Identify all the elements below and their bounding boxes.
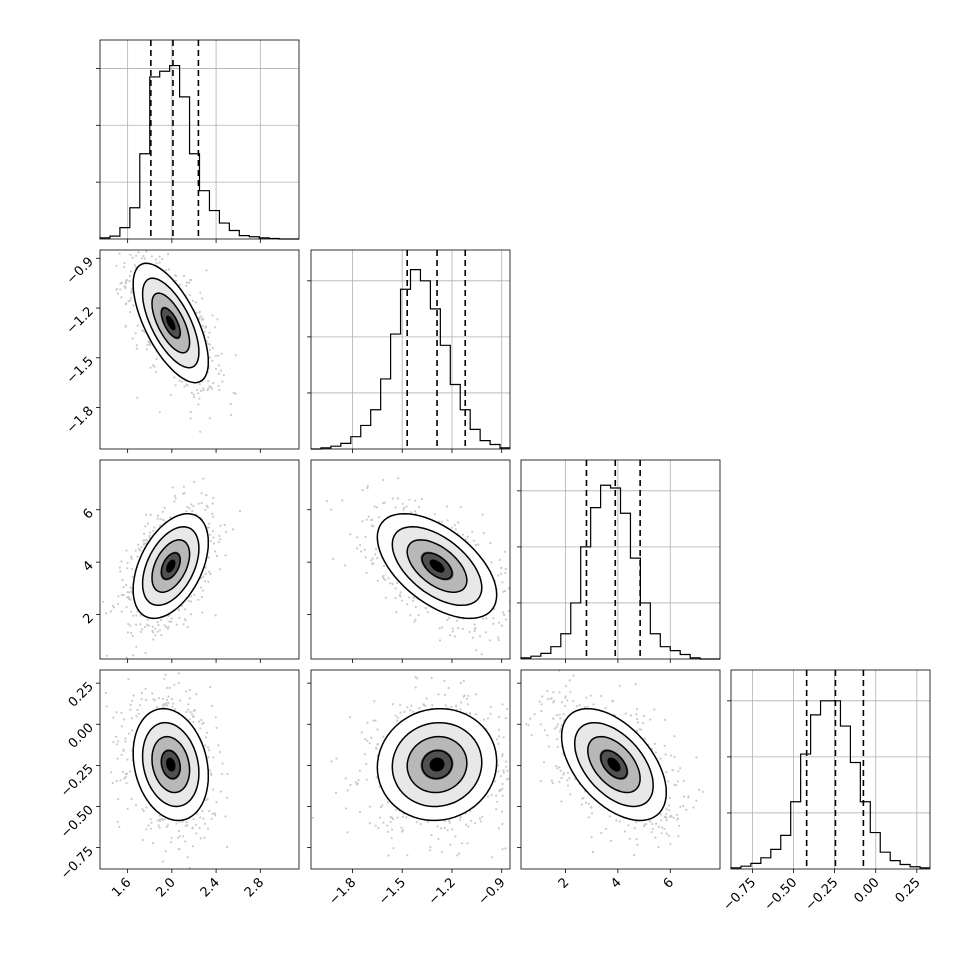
hist-panel-1 bbox=[307, 249, 511, 453]
panel-content bbox=[325, 477, 510, 656]
x-tick-label: 4 bbox=[608, 875, 624, 891]
contour-line bbox=[587, 735, 641, 794]
contour-line bbox=[151, 539, 191, 593]
axes-frame bbox=[730, 669, 931, 870]
y-tick-label: 0.00 bbox=[66, 720, 97, 751]
scatter-panel-2-1 bbox=[307, 459, 511, 663]
contour-line bbox=[600, 749, 628, 780]
hist-bg bbox=[100, 40, 299, 239]
y-tick-label: 6 bbox=[80, 506, 96, 522]
x-tick-label: 2 bbox=[556, 875, 572, 891]
axes-frame bbox=[520, 669, 721, 870]
x-tick-label: −0.9 bbox=[476, 875, 509, 908]
panel-content bbox=[115, 250, 237, 433]
axes-frame bbox=[520, 459, 721, 660]
contour-line bbox=[160, 749, 181, 780]
density-fill bbox=[166, 559, 176, 573]
panel-content bbox=[312, 676, 510, 859]
histogram-step bbox=[311, 269, 510, 450]
axes-frame bbox=[310, 459, 511, 660]
panel-content bbox=[521, 670, 705, 856]
x-tick-label: −0.75 bbox=[720, 875, 759, 914]
contour-line bbox=[391, 721, 483, 808]
scatter-panel-3-0: 1.6 2.0 2.4 2.8 −0.75−0.50−0.25 0.00 0.25 bbox=[58, 669, 300, 900]
density-fill bbox=[429, 757, 445, 772]
contour-line bbox=[151, 735, 191, 794]
contour-line bbox=[132, 707, 210, 822]
contour-line bbox=[560, 707, 668, 822]
contour-line bbox=[141, 721, 200, 808]
density-fill bbox=[166, 315, 176, 331]
contour-line bbox=[573, 721, 654, 808]
contour-line bbox=[421, 552, 453, 580]
x-tick-label: 6 bbox=[661, 875, 677, 891]
y-tick-label: 2 bbox=[80, 611, 96, 627]
contour-line bbox=[391, 526, 483, 607]
contour-line bbox=[151, 292, 191, 354]
panel-content bbox=[102, 477, 242, 659]
hist-panel-0 bbox=[96, 39, 300, 243]
contour-line bbox=[406, 735, 468, 794]
contour-line bbox=[160, 552, 181, 580]
x-tick-label: 1.6 bbox=[109, 875, 134, 900]
y-tick-label: −0.25 bbox=[58, 762, 97, 801]
histogram-step bbox=[99, 64, 299, 240]
scatter-panel-2-0: 2 4 6 bbox=[80, 459, 300, 663]
hist-panel-2 bbox=[517, 459, 721, 663]
contour-line bbox=[376, 512, 498, 620]
axes-frame bbox=[99, 39, 300, 240]
x-tick-label: −1.5 bbox=[376, 875, 409, 908]
x-tick-label: 2.8 bbox=[242, 875, 267, 900]
y-tick-label: 0.25 bbox=[66, 679, 97, 710]
y-tick-label: −1.2 bbox=[64, 304, 97, 337]
y-tick-label: −1.8 bbox=[64, 404, 97, 437]
contour-line bbox=[141, 526, 200, 607]
x-tick-label: −1.2 bbox=[426, 875, 459, 908]
x-tick-label: −0.50 bbox=[762, 875, 801, 914]
x-tick-label: −1.8 bbox=[326, 875, 359, 908]
axes-frame bbox=[310, 249, 511, 450]
contour-line bbox=[141, 277, 200, 369]
contour-line bbox=[376, 707, 498, 822]
y-tick-label: −0.50 bbox=[58, 803, 97, 842]
contour-line bbox=[132, 262, 210, 384]
hist-panel-3: −0.75 −0.50 −0.25 0.00 0.25 bbox=[720, 669, 931, 914]
x-tick-label: 2.4 bbox=[198, 875, 223, 900]
density-fill bbox=[607, 757, 621, 772]
y-tick-label: −0.75 bbox=[58, 844, 97, 883]
density-fill bbox=[429, 559, 445, 573]
histogram-step bbox=[730, 700, 930, 869]
x-tick-label: 2.0 bbox=[153, 875, 178, 900]
axes-frame bbox=[99, 459, 300, 660]
y-tick-label: −0.9 bbox=[64, 255, 97, 288]
x-tick-label: 0.25 bbox=[893, 875, 924, 906]
x-tick-label: 0.00 bbox=[851, 875, 882, 906]
axes-frame bbox=[99, 249, 300, 450]
histogram-step bbox=[520, 484, 720, 660]
axes-frame bbox=[310, 669, 511, 870]
panel-content bbox=[104, 672, 229, 869]
axes-frame bbox=[99, 669, 300, 870]
hist-bg bbox=[731, 670, 930, 869]
contour-line bbox=[421, 749, 453, 780]
contour-line bbox=[406, 539, 468, 593]
contour-line bbox=[160, 307, 181, 339]
density-fill bbox=[166, 757, 176, 772]
x-tick-label: −0.25 bbox=[803, 875, 842, 914]
y-tick-label: −1.5 bbox=[64, 354, 97, 387]
scatter-panel-1-0: −1.8 −1.5 −1.2 −0.9 bbox=[64, 249, 300, 453]
scatter-panel-3-2: 2 4 6 bbox=[517, 669, 721, 892]
scatter-panel-3-1: −1.8 −1.5 −1.2 −0.9 bbox=[307, 669, 511, 908]
y-tick-label: 4 bbox=[80, 558, 96, 574]
contour-line bbox=[132, 512, 210, 620]
